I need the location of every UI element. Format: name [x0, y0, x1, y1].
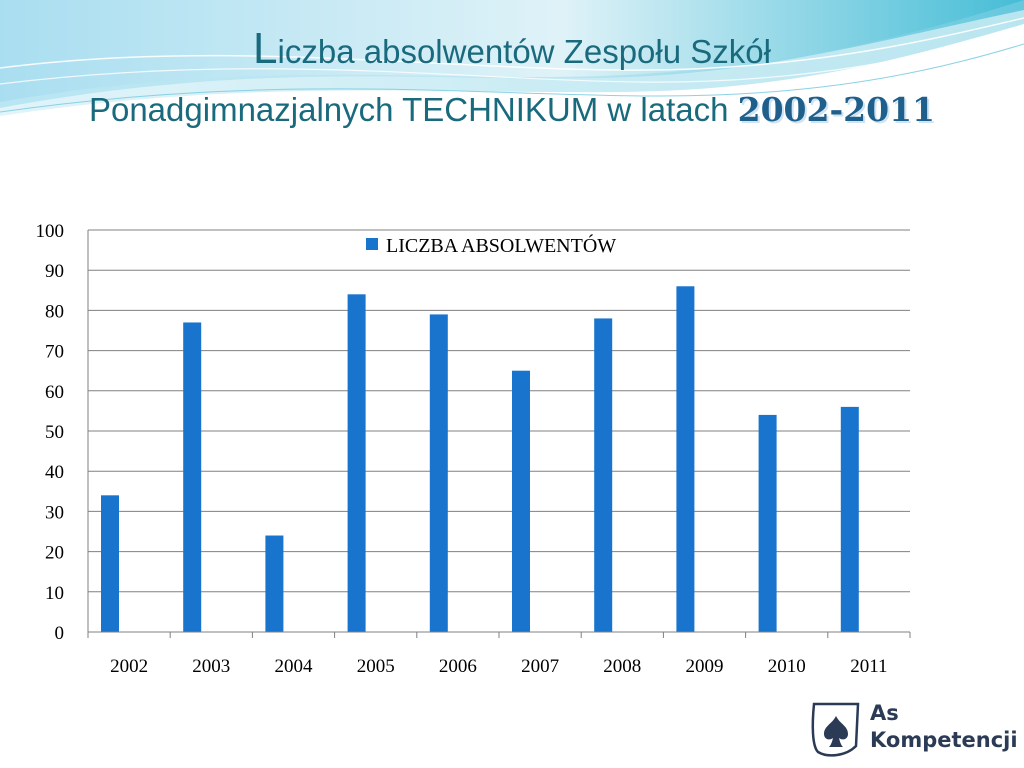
x-tick-label: 2002	[110, 656, 148, 677]
y-tick-label: 60	[45, 382, 64, 403]
as-kompetencji-logo: As Kompetencji	[806, 694, 1018, 764]
bar	[265, 535, 284, 632]
slide-title: Liczba absolwentów Zespołu Szkół Ponadgi…	[30, 20, 994, 139]
logo-line1: As	[870, 701, 899, 725]
y-tick-label: 50	[45, 422, 64, 443]
y-tick-label: 10	[45, 583, 64, 604]
spade-logo-icon	[811, 702, 860, 757]
x-tick-label: 2007	[521, 656, 559, 677]
bar	[183, 322, 202, 632]
bar	[758, 414, 777, 632]
x-tick-label: 2010	[768, 656, 806, 677]
logo-line2: Kompetencji	[870, 728, 1018, 752]
bar	[840, 406, 859, 632]
y-tick-label: 70	[45, 342, 64, 363]
y-tick-label: 0	[55, 623, 65, 644]
bar	[429, 314, 448, 632]
y-tick-label: 90	[45, 261, 64, 282]
x-tick-label: 2005	[357, 656, 395, 677]
title-years: 2002-2011	[737, 90, 936, 129]
y-tick-label: 30	[45, 502, 64, 523]
x-axis-ticks: 2002 2003 2004 2005 2006 2007 2008 2009 2010 2011	[110, 656, 887, 677]
legend: LICZBA ABSOLWENTÓW	[366, 233, 616, 257]
bar	[512, 370, 530, 632]
bar	[676, 286, 695, 632]
bar	[347, 294, 366, 632]
x-tick-label: 2006	[439, 656, 477, 677]
y-tick-label: 40	[45, 462, 64, 483]
x-tick-label: 2008	[603, 656, 641, 677]
y-tick-label: 20	[45, 543, 64, 564]
bars	[101, 286, 859, 632]
legend-swatch	[366, 238, 378, 250]
title-line1: iczba absolwentów Zespołu Szkół	[277, 33, 771, 70]
y-tick-label: 100	[36, 221, 65, 242]
x-tick-label: 2004	[275, 656, 314, 677]
y-tick-label: 80	[45, 301, 64, 322]
title-line2: Ponadgimnazjalnych TECHNIKUM w latach	[88, 91, 738, 128]
x-tick-label: 2011	[850, 656, 887, 677]
header-wave-banner	[0, 0, 1024, 116]
x-tick-label: 2009	[686, 656, 724, 677]
x-tick-label: 2003	[192, 656, 230, 677]
x-axis	[87, 230, 911, 638]
y-axis-ticks: 0 10 20 30 40 50 60 70 80 90 100	[36, 221, 65, 644]
title-first-letter: L	[253, 24, 278, 73]
bar	[101, 495, 119, 632]
bar	[594, 318, 613, 632]
legend-label: LICZBA ABSOLWENTÓW	[386, 233, 616, 257]
gridlines	[88, 229, 910, 593]
